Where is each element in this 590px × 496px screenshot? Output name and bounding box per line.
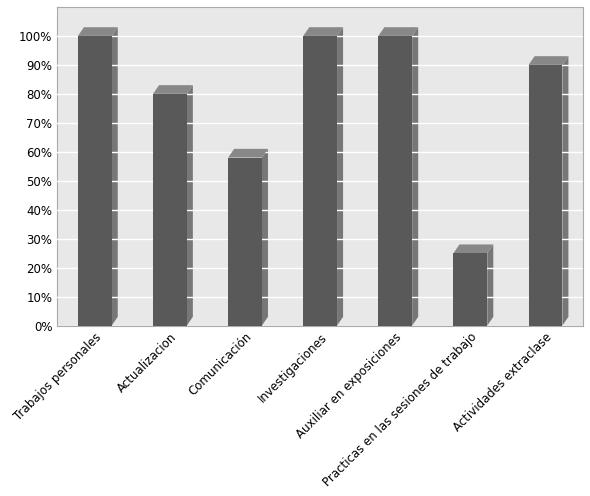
Bar <box>303 36 337 325</box>
Polygon shape <box>153 85 193 94</box>
Polygon shape <box>337 27 343 325</box>
Polygon shape <box>303 27 343 36</box>
Polygon shape <box>378 27 418 36</box>
Bar <box>153 94 187 325</box>
Polygon shape <box>78 27 118 36</box>
Polygon shape <box>454 245 493 253</box>
Polygon shape <box>112 27 118 325</box>
Polygon shape <box>529 56 568 65</box>
Polygon shape <box>262 149 268 325</box>
Bar <box>529 65 562 325</box>
Bar <box>378 36 412 325</box>
Polygon shape <box>412 27 418 325</box>
Polygon shape <box>487 245 493 325</box>
Bar <box>228 158 262 325</box>
Bar <box>78 36 112 325</box>
Polygon shape <box>228 149 268 158</box>
Polygon shape <box>187 85 193 325</box>
Polygon shape <box>562 56 568 325</box>
Bar <box>454 253 487 325</box>
